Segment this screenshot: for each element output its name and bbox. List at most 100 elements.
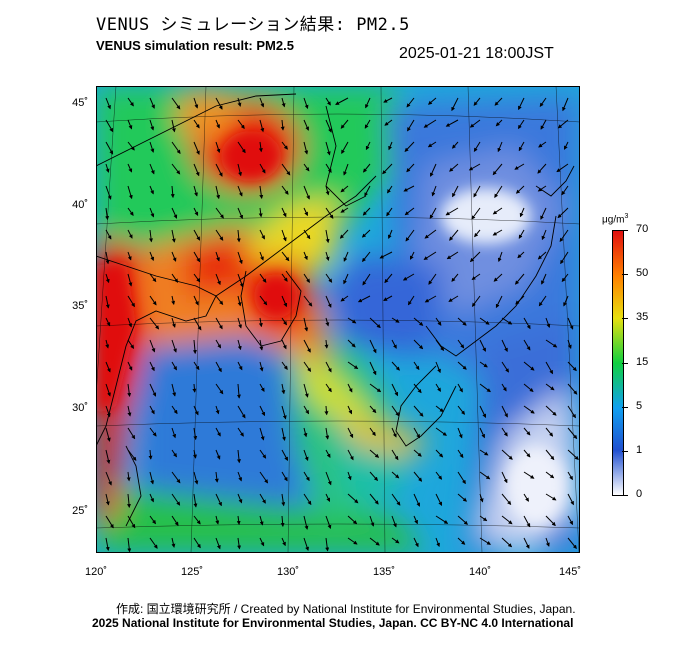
wind-arrow bbox=[435, 383, 441, 392]
wind-arrow bbox=[494, 185, 503, 198]
wind-arrow bbox=[523, 427, 531, 436]
wind-arrow bbox=[259, 449, 267, 459]
wind-arrow bbox=[325, 141, 331, 156]
wind-arrow bbox=[303, 163, 310, 172]
wind-arrow bbox=[193, 405, 199, 416]
wind-arrow bbox=[479, 361, 488, 368]
wind-arrow bbox=[357, 295, 371, 303]
wind-arrow bbox=[492, 229, 503, 236]
wind-arrow bbox=[479, 405, 487, 419]
wind-arrow bbox=[457, 537, 466, 545]
wind-arrow bbox=[193, 471, 199, 485]
wind-arrow bbox=[325, 317, 330, 327]
wind-arrow bbox=[413, 515, 418, 525]
wind-arrow bbox=[149, 251, 155, 262]
wind-arrow bbox=[497, 251, 503, 263]
wind-arrow bbox=[325, 427, 330, 440]
wind-arrow bbox=[215, 449, 221, 460]
colorbar-tick bbox=[622, 451, 628, 452]
colorbar-tick bbox=[622, 363, 628, 364]
wind-arrow bbox=[457, 405, 465, 415]
wind-arrow bbox=[215, 97, 223, 110]
wind-arrow bbox=[127, 273, 133, 287]
wind-arrow bbox=[369, 449, 380, 458]
credit-line: 作成: 国立環境研究所 / Created by National Instit… bbox=[116, 602, 576, 616]
wind-arrow bbox=[457, 361, 467, 370]
wind-arrow bbox=[193, 317, 202, 331]
wind-arrow bbox=[281, 207, 287, 218]
wind-arrow bbox=[237, 317, 242, 329]
wind-arrow bbox=[343, 273, 349, 285]
wind-arrow bbox=[149, 405, 155, 415]
wind-arrow bbox=[105, 185, 112, 200]
wind-arrow bbox=[501, 383, 507, 392]
wind-arrow bbox=[501, 449, 513, 460]
wind-arrow bbox=[237, 493, 243, 504]
wind-arrow bbox=[236, 229, 241, 243]
wind-arrow bbox=[215, 273, 221, 286]
wind-arrow bbox=[369, 405, 377, 414]
wind-arrow bbox=[127, 207, 134, 216]
wind-arrow bbox=[449, 229, 459, 241]
wind-arrow bbox=[514, 273, 525, 285]
wind-arrow bbox=[445, 119, 459, 127]
wind-arrow bbox=[193, 251, 201, 263]
wind-arrow bbox=[537, 251, 547, 260]
title-japanese: VENUS シミュレーション結果: PM2.5 bbox=[96, 15, 410, 35]
wind-arrow bbox=[127, 295, 135, 308]
wind-arrow bbox=[479, 537, 491, 545]
wind-arrow bbox=[347, 405, 353, 415]
wind-arrow bbox=[561, 185, 569, 196]
wind-arrow bbox=[237, 251, 243, 265]
wind-arrow bbox=[452, 185, 459, 198]
wind-arrow bbox=[259, 119, 265, 133]
wind-arrow bbox=[501, 361, 509, 373]
wind-arrow bbox=[541, 273, 547, 285]
wind-arrow bbox=[237, 185, 243, 197]
wind-arrow bbox=[170, 185, 175, 199]
wind-arrow bbox=[567, 361, 577, 372]
wind-arrow bbox=[303, 383, 309, 398]
wind-arrow bbox=[325, 97, 331, 106]
wind-arrow bbox=[413, 537, 419, 548]
wind-arrow bbox=[303, 273, 310, 283]
wind-arrow bbox=[391, 317, 400, 323]
wind-arrow bbox=[501, 515, 513, 525]
wind-arrow bbox=[171, 251, 177, 262]
wind-arrow bbox=[215, 361, 222, 373]
wind-arrow bbox=[567, 317, 574, 330]
lon-label-140: 140˚ bbox=[468, 566, 492, 578]
wind-arrow bbox=[259, 229, 265, 240]
wind-arrow bbox=[215, 405, 220, 415]
wind-arrow bbox=[192, 383, 197, 393]
wind-arrow bbox=[237, 361, 243, 371]
wind-arrow bbox=[347, 427, 354, 439]
wind-arrow bbox=[215, 251, 220, 262]
wind-arrow bbox=[567, 383, 578, 395]
wind-arrow bbox=[127, 185, 133, 200]
wind-arrow bbox=[404, 207, 415, 216]
wind-arrow bbox=[215, 427, 221, 437]
wind-arrow bbox=[469, 251, 481, 263]
wind-arrow bbox=[347, 361, 359, 370]
lat-label-35: 35˚ bbox=[72, 300, 88, 312]
wind-arrow bbox=[424, 295, 437, 303]
wind-arrow bbox=[215, 185, 221, 200]
wind-arrow bbox=[413, 339, 424, 350]
wind-arrow bbox=[127, 405, 132, 417]
wind-arrow bbox=[171, 537, 176, 548]
wind-arrow bbox=[469, 119, 481, 128]
wind-arrow bbox=[537, 185, 547, 192]
wind-arrow bbox=[193, 493, 198, 508]
wind-arrow bbox=[523, 471, 535, 479]
wind-arrow bbox=[259, 427, 265, 441]
wind-arrow bbox=[391, 383, 399, 397]
wind-arrow bbox=[193, 163, 200, 177]
wind-arrow bbox=[193, 229, 201, 241]
wind-arrow bbox=[435, 515, 449, 524]
wind-arrow bbox=[479, 471, 491, 480]
wind-arrow bbox=[435, 537, 440, 548]
wind-arrow bbox=[149, 383, 157, 397]
wind-arrow bbox=[303, 405, 310, 415]
colorbar-label-5: 5 bbox=[636, 400, 643, 412]
